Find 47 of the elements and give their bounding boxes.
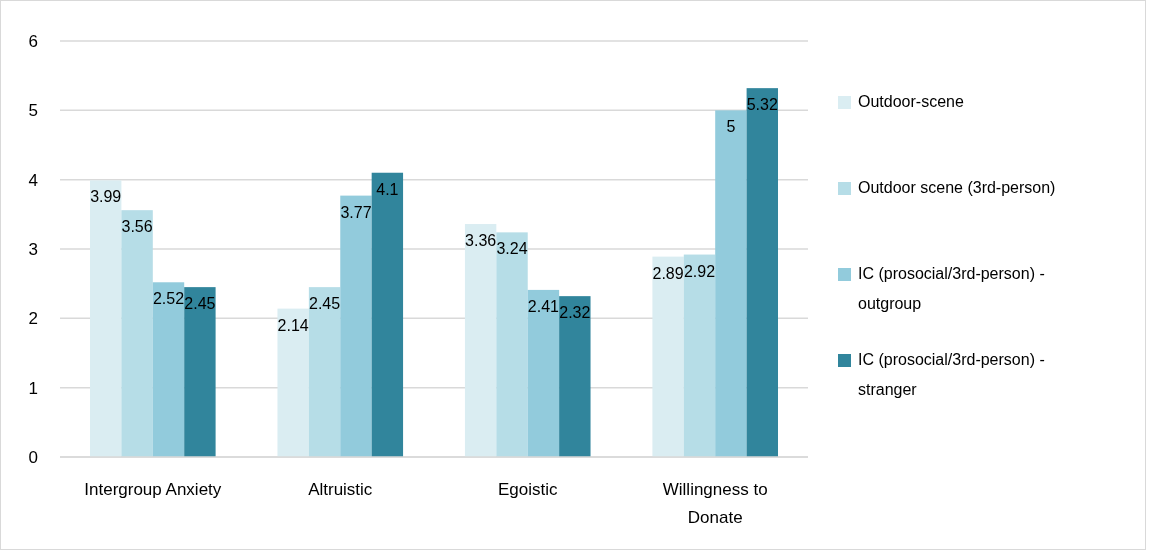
data-label: 2.52 [152,290,185,308]
bar [308,287,341,457]
y-tick-label: 6 [28,31,38,51]
data-label: 2.45 [184,295,216,313]
legend-label: IC (prosocial/3rd-person) - outgroup [858,265,1045,312]
bar [715,110,747,457]
x-tick-label: Egoistic [497,480,558,499]
data-label: 2.14 [277,316,309,334]
bar [277,308,309,457]
data-label: 3.24 [496,240,528,258]
y-tick-label: 1 [28,378,38,398]
legend-label: Outdoor scene (3rd-person) [858,179,1056,196]
data-label: 3.77 [340,203,372,221]
bar [683,254,716,457]
bar [746,88,779,457]
data-label: 2.32 [559,304,591,322]
x-tick-label: Willingness to Donate [662,480,768,527]
bar [121,210,153,457]
bar [371,172,404,457]
data-label: 3.99 [90,188,122,206]
bar [652,256,684,457]
x-tick-label: Intergroup Anxiety [84,480,222,499]
bar [527,289,560,457]
x-tick-label: Altruistic [308,480,373,499]
y-tick-label: 3 [28,239,38,259]
bar [496,232,528,457]
data-label: 2.41 [527,297,560,315]
y-tick-label: 2 [28,309,38,329]
data-label: 2.89 [652,264,684,282]
data-label: 4.1 [376,180,399,198]
bar [464,224,497,457]
data-label: 5 [726,118,736,136]
y-tick-label: 4 [28,170,38,190]
bar [90,180,122,457]
data-label: 3.56 [121,218,153,236]
data-label: 2.45 [308,295,341,313]
bar [340,195,372,457]
y-tick-label: 5 [28,101,38,121]
bar [152,282,185,457]
legend-label: Outdoor-scene [858,93,964,110]
data-label: 3.36 [465,232,497,250]
y-tick-label: 0 [28,447,38,467]
bar [559,296,591,457]
data-label: 5.32 [746,96,778,114]
data-label: 2.92 [683,262,716,280]
legend-label: IC (prosocial/3rd-person) - stranger [858,351,1045,398]
bar [184,287,216,457]
